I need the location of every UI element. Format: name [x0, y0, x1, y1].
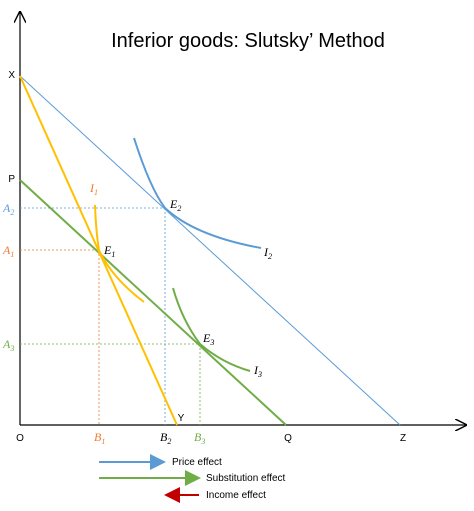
- label-p: P: [8, 174, 15, 185]
- indifference-curve-i1: [94, 204, 145, 303]
- label-q: Q: [284, 433, 292, 444]
- equilibrium-e1: E1: [103, 243, 115, 259]
- budget-line-xz: [19, 75, 401, 426]
- tick-label-b1: B1: [94, 430, 105, 446]
- label-y: Y: [178, 413, 185, 424]
- legend-label-substitution: Substitution effect: [206, 473, 286, 484]
- diagram-title: Inferior goods: Slutsky’ Method: [111, 30, 385, 52]
- tick-label-a2: A2: [2, 201, 14, 217]
- tick-label-a1: A1: [2, 243, 14, 259]
- legend-label-price: Price effect: [172, 457, 222, 468]
- budget-line-pq: [19, 179, 287, 426]
- indifference-curve-i2: [133, 137, 262, 249]
- label-z: Z: [400, 433, 406, 444]
- tick-label-b2: B2: [160, 430, 171, 446]
- indifference-label-i3: I3: [253, 363, 262, 379]
- tick-label-a3: A3: [2, 337, 14, 353]
- legend-label-income: Income effect: [206, 490, 266, 501]
- indifference-curve-i3: [172, 287, 251, 372]
- label-origin: O: [16, 433, 24, 444]
- indifference-label-i2: I2: [263, 245, 272, 261]
- equilibrium-e2: E2: [169, 197, 181, 213]
- equilibrium-e3: E3: [202, 331, 214, 347]
- tick-label-b3: B3: [194, 430, 205, 446]
- label-x: X: [8, 70, 15, 81]
- indifference-label-i1: I1: [89, 181, 98, 197]
